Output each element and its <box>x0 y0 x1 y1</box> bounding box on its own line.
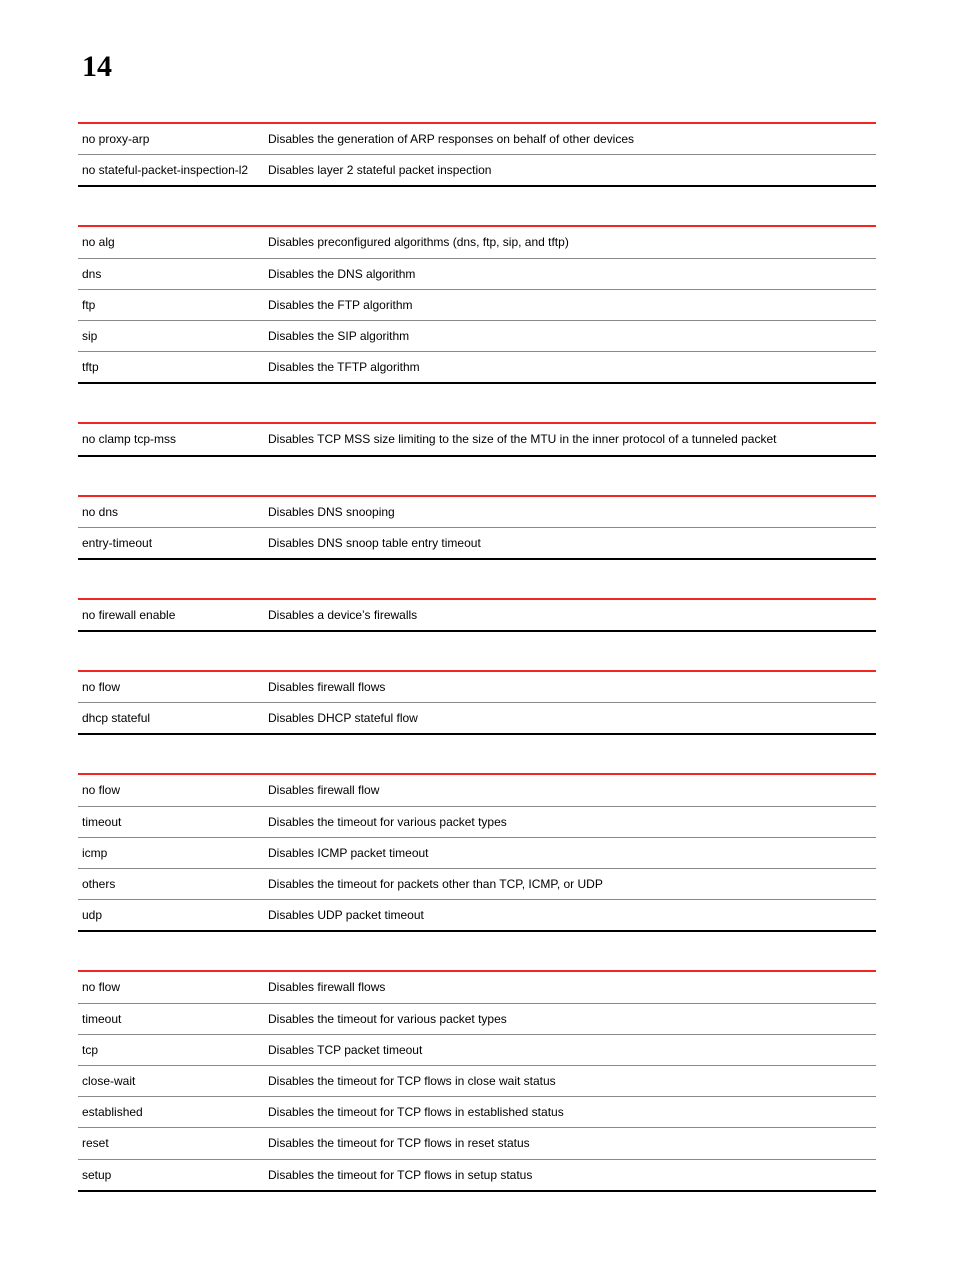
command-cell: reset <box>78 1128 264 1159</box>
description-cell: Disables the timeout for TCP flows in re… <box>264 1128 876 1159</box>
description-cell: Disables the DNS algorithm <box>264 258 876 289</box>
table-row: timeoutDisables the timeout for various … <box>78 806 876 837</box>
command-cell: tftp <box>78 352 264 384</box>
description-cell: Disables the FTP algorithm <box>264 289 876 320</box>
command-cell: timeout <box>78 806 264 837</box>
table-row: no flowDisables firewall flows <box>78 671 876 703</box>
table-row: setupDisables the timeout for TCP flows … <box>78 1159 876 1191</box>
command-cell: close-wait <box>78 1065 264 1096</box>
description-cell: Disables TCP packet timeout <box>264 1034 876 1065</box>
description-cell: Disables ICMP packet timeout <box>264 837 876 868</box>
table-row: no proxy-arpDisables the generation of A… <box>78 123 876 155</box>
command-cell: setup <box>78 1159 264 1191</box>
command-cell: ftp <box>78 289 264 320</box>
command-cell: sip <box>78 320 264 351</box>
table-row: ftpDisables the FTP algorithm <box>78 289 876 320</box>
table-row: entry-timeoutDisables DNS snoop table en… <box>78 527 876 559</box>
table-row: no clamp tcp-mssDisables TCP MSS size li… <box>78 423 876 455</box>
description-cell: Disables the generation of ARP responses… <box>264 123 876 155</box>
command-cell: no clamp tcp-mss <box>78 423 264 455</box>
table-row: no algDisables preconfigured algorithms … <box>78 226 876 258</box>
table-row: establishedDisables the timeout for TCP … <box>78 1097 876 1128</box>
table-row: no dnsDisables DNS snooping <box>78 496 876 528</box>
description-cell: Disables DNS snooping <box>264 496 876 528</box>
command-cell: timeout <box>78 1003 264 1034</box>
table-row: no flowDisables firewall flow <box>78 774 876 806</box>
command-table: no proxy-arpDisables the generation of A… <box>78 122 876 187</box>
table-row: icmpDisables ICMP packet timeout <box>78 837 876 868</box>
table-row: tftpDisables the TFTP algorithm <box>78 352 876 384</box>
table-row: dhcp statefulDisables DHCP stateful flow <box>78 703 876 735</box>
command-table: no flowDisables firewall flowtimeoutDisa… <box>78 773 876 932</box>
command-cell: no flow <box>78 671 264 703</box>
command-cell: dhcp stateful <box>78 703 264 735</box>
command-table: no algDisables preconfigured algorithms … <box>78 225 876 384</box>
command-cell: entry-timeout <box>78 527 264 559</box>
description-cell: Disables firewall flows <box>264 671 876 703</box>
table-row: timeoutDisables the timeout for various … <box>78 1003 876 1034</box>
description-cell: Disables the timeout for TCP flows in cl… <box>264 1065 876 1096</box>
table-row: othersDisables the timeout for packets o… <box>78 869 876 900</box>
description-cell: Disables DNS snoop table entry timeout <box>264 527 876 559</box>
table-row: resetDisables the timeout for TCP flows … <box>78 1128 876 1159</box>
description-cell: Disables firewall flow <box>264 774 876 806</box>
description-cell: Disables the SIP algorithm <box>264 320 876 351</box>
command-table: no firewall enableDisables a device’s fi… <box>78 598 876 632</box>
description-cell: Disables UDP packet timeout <box>264 900 876 932</box>
command-cell: no firewall enable <box>78 599 264 631</box>
page-number: 14 <box>82 50 876 84</box>
description-cell: Disables the TFTP algorithm <box>264 352 876 384</box>
command-cell: dns <box>78 258 264 289</box>
command-cell: established <box>78 1097 264 1128</box>
description-cell: Disables DHCP stateful flow <box>264 703 876 735</box>
command-cell: no alg <box>78 226 264 258</box>
command-table: no clamp tcp-mssDisables TCP MSS size li… <box>78 422 876 456</box>
description-cell: Disables a device’s firewalls <box>264 599 876 631</box>
command-cell: no dns <box>78 496 264 528</box>
description-cell: Disables the timeout for packets other t… <box>264 869 876 900</box>
command-cell: no flow <box>78 774 264 806</box>
command-table: no flowDisables firewall flowstimeoutDis… <box>78 970 876 1191</box>
table-row: dnsDisables the DNS algorithm <box>78 258 876 289</box>
table-row: udpDisables UDP packet timeout <box>78 900 876 932</box>
command-cell: udp <box>78 900 264 932</box>
description-cell: Disables the timeout for TCP flows in se… <box>264 1159 876 1191</box>
table-row: no firewall enableDisables a device’s fi… <box>78 599 876 631</box>
description-cell: Disables the timeout for various packet … <box>264 1003 876 1034</box>
command-table: no dnsDisables DNS snoopingentry-timeout… <box>78 495 876 560</box>
description-cell: Disables the timeout for TCP flows in es… <box>264 1097 876 1128</box>
command-cell: no stateful-packet-inspection-l2 <box>78 155 264 187</box>
command-cell: tcp <box>78 1034 264 1065</box>
command-cell: no proxy-arp <box>78 123 264 155</box>
description-cell: Disables firewall flows <box>264 971 876 1003</box>
table-row: tcpDisables TCP packet timeout <box>78 1034 876 1065</box>
table-row: close-waitDisables the timeout for TCP f… <box>78 1065 876 1096</box>
table-row: no stateful-packet-inspection-l2Disables… <box>78 155 876 187</box>
command-cell: others <box>78 869 264 900</box>
page: 14 no proxy-arpDisables the generation o… <box>0 0 954 1272</box>
command-cell: no flow <box>78 971 264 1003</box>
description-cell: Disables layer 2 stateful packet inspect… <box>264 155 876 187</box>
description-cell: Disables the timeout for various packet … <box>264 806 876 837</box>
description-cell: Disables preconfigured algorithms (dns, … <box>264 226 876 258</box>
description-cell: Disables TCP MSS size limiting to the si… <box>264 423 876 455</box>
table-row: no flowDisables firewall flows <box>78 971 876 1003</box>
command-table: no flowDisables firewall flowsdhcp state… <box>78 670 876 735</box>
command-cell: icmp <box>78 837 264 868</box>
tables-container: no proxy-arpDisables the generation of A… <box>78 122 876 1192</box>
table-row: sipDisables the SIP algorithm <box>78 320 876 351</box>
